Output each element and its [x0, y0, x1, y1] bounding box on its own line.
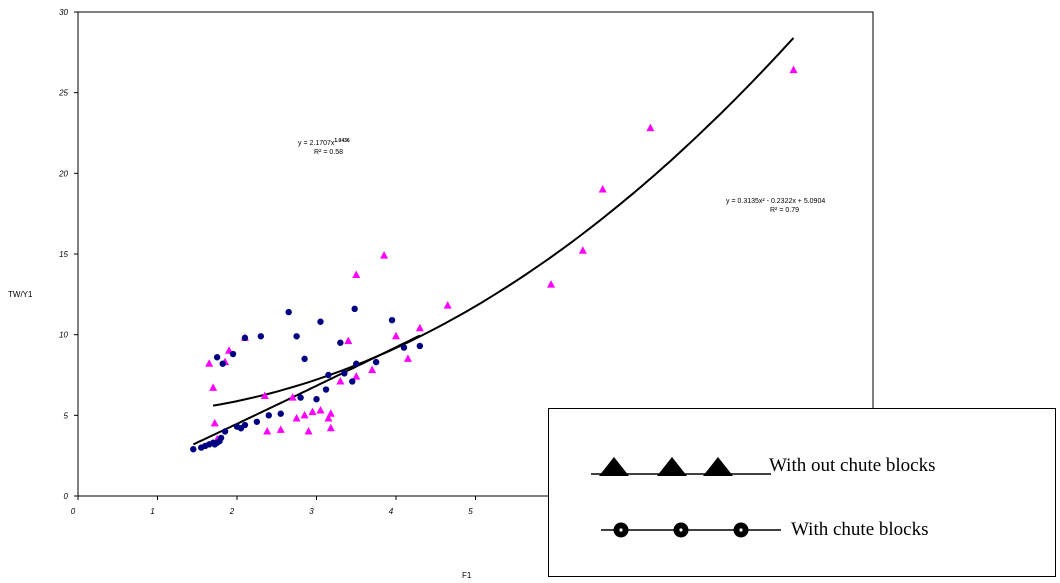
x-tick-label: 0 [71, 507, 76, 516]
trendlines [192, 37, 795, 446]
data-point-without-chute-blocks [352, 372, 361, 380]
x-tick-label: 3 [309, 507, 314, 516]
data-point-without-chute-blocks [352, 270, 361, 278]
data-point-with-chute-blocks [219, 360, 226, 367]
power-equation-text: y = 2.1707x1.0436 [298, 138, 350, 147]
x-axis-ticks: 0 1 2 3 4 5 [71, 496, 476, 516]
x-tick-label: 4 [389, 507, 394, 516]
y-tick-label: 15 [59, 250, 68, 259]
poly-r2-text: R² = 0.79 [770, 207, 799, 214]
poly-trend-equation: y = 0.3135x² - 0.2322x + 5.0904 R² = 0.7… [726, 198, 825, 214]
data-point-with-chute-blocks [241, 421, 249, 429]
power-trendline [192, 334, 421, 446]
data-point-with-chute-blocks [297, 394, 304, 401]
data-point-with-chute-blocks [190, 446, 197, 453]
x-tick-label: 5 [468, 507, 473, 516]
data-point-without-chute-blocks [344, 336, 353, 345]
x-tick-label: 2 [229, 507, 235, 516]
y-tick-label: 30 [59, 8, 68, 17]
data-point-without-chute-blocks [443, 301, 452, 309]
data-point-with-chute-blocks [293, 333, 300, 340]
data-point-without-chute-blocks [308, 407, 317, 416]
legend-triangle-line [591, 457, 771, 476]
data-point-with-chute-blocks [372, 358, 380, 366]
data-point-without-chute-blocks [380, 251, 389, 259]
data-point-with-chute-blocks [322, 386, 330, 393]
data-point-without-chute-blocks [205, 359, 214, 367]
data-point-without-chute-blocks [304, 426, 313, 435]
data-point-without-chute-blocks [326, 423, 335, 432]
data-point-with-chute-blocks [337, 339, 344, 346]
legend-label-with-chute-blocks: With chute blocks [791, 519, 929, 540]
data-point-with-chute-blocks [349, 378, 356, 385]
data-point-without-chute-blocks [288, 393, 297, 401]
power-exponent: 1.0436 [334, 138, 350, 144]
y-tick-label: 25 [58, 89, 68, 98]
data-point-without-chute-blocks [276, 425, 285, 433]
data-point-with-chute-blocks [257, 333, 265, 340]
data-point-without-chute-blocks [392, 331, 400, 340]
y-axis-ticks: 0 5 10 15 20 25 30 [58, 8, 78, 501]
data-point-with-chute-blocks [325, 371, 332, 379]
data-point-without-chute-blocks [316, 405, 325, 414]
x-tick-label: 1 [150, 507, 154, 516]
y-axis-label: TW/Y1 [8, 290, 33, 299]
data-point-with-chute-blocks [353, 360, 360, 367]
data-point-with-chute-blocks [253, 418, 261, 425]
legend-circle-line [601, 522, 781, 538]
polynomial-trendline [212, 37, 795, 407]
data-point-with-chute-blocks [265, 412, 272, 419]
legend-triangle-marker-3 [703, 457, 733, 476]
data-point-with-chute-blocks [213, 354, 221, 361]
data-point-without-chute-blocks [646, 123, 655, 132]
data-point-without-chute-blocks [403, 354, 412, 362]
power-r2-text: R² = 0.58 [314, 149, 343, 156]
y-tick-label: 5 [64, 411, 69, 420]
data-point-with-chute-blocks [285, 308, 292, 316]
data-point-with-chute-blocks [341, 370, 348, 377]
data-point-without-chute-blocks [598, 184, 607, 193]
data-point-with-chute-blocks [301, 355, 308, 363]
data-point-without-chute-blocks [263, 426, 272, 435]
legend-triangle-marker-1 [599, 457, 629, 476]
data-point-with-chute-blocks [221, 428, 229, 435]
data-point-without-chute-blocks [326, 409, 335, 417]
data-point-without-chute-blocks [336, 376, 345, 385]
data-point-without-chute-blocks [368, 365, 377, 374]
data-point-with-chute-blocks [351, 305, 358, 313]
data-point-with-chute-blocks [229, 350, 237, 358]
data-point-without-chute-blocks [789, 65, 798, 74]
legend: With out chute blocks With chute blocks [548, 408, 1056, 577]
legend-triangle-marker-2 [657, 457, 687, 476]
data-point-without-chute-blocks [324, 414, 333, 422]
data-point-without-chute-blocks [210, 418, 219, 427]
x-axis-label: F1 [462, 571, 472, 580]
data-point-with-chute-blocks [217, 434, 225, 442]
data-point-without-chute-blocks [209, 383, 218, 391]
data-point-without-chute-blocks [292, 414, 301, 422]
data-point-with-chute-blocks [400, 344, 408, 351]
poly-equation-text: y = 0.3135x² - 0.2322x + 5.0904 [726, 198, 825, 205]
data-point-with-chute-blocks [388, 316, 396, 324]
data-point-without-chute-blocks [260, 391, 269, 399]
data-point-without-chute-blocks [578, 246, 587, 254]
y-tick-label: 10 [59, 331, 68, 340]
y-tick-label: 20 [58, 169, 68, 178]
legend-label-without-chute-blocks: With out chute blocks [769, 455, 936, 476]
data-point-with-chute-blocks [241, 334, 249, 342]
data-point-without-chute-blocks [547, 280, 556, 288]
data-point-without-chute-blocks [415, 323, 424, 332]
data-points [190, 65, 798, 453]
data-point-with-chute-blocks [416, 342, 424, 350]
power-trend-equation: y = 2.1707x1.0436 R² = 0.58 [298, 138, 350, 156]
data-point-with-chute-blocks [313, 396, 320, 403]
y-tick-label: 0 [64, 492, 69, 501]
data-point-with-chute-blocks [277, 410, 284, 417]
data-point-without-chute-blocks [300, 410, 309, 419]
data-point-with-chute-blocks [317, 318, 324, 325]
